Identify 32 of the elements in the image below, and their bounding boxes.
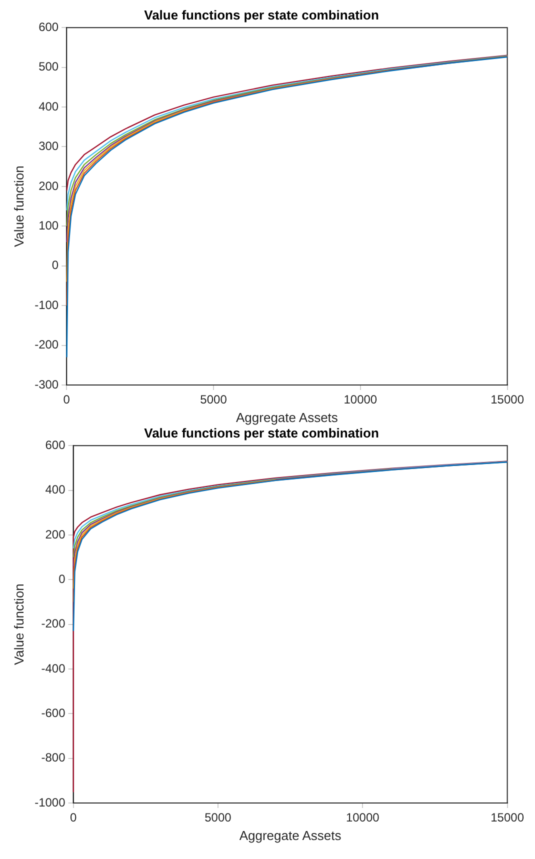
y-tick-label: 600 [38,20,59,34]
x-tick-label: 5000 [200,392,228,407]
y-tick-label: 100 [38,218,59,232]
y-tick-label: 0 [58,572,66,586]
chart-title: Value functions per state combination [144,425,379,440]
y-tick-label: 400 [45,482,66,497]
y-tick-label: 200 [45,527,66,542]
y-tick-label: -100 [34,298,59,312]
x-tick-label: 10000 [344,392,378,407]
chart-title: Value functions per state combination [144,7,379,22]
y-tick-label: 200 [38,178,59,193]
y-tick-label: -400 [41,661,66,676]
y-tick-label: 400 [38,99,59,114]
y-tick-label: -600 [41,706,66,720]
x-tick-label: 5000 [204,810,232,825]
y-tick-label: 600 [45,438,66,452]
x-axis-title: Aggregate Assets [236,410,338,425]
y-axis-title: Value function [11,584,26,666]
y-tick-label: -200 [34,338,59,352]
y-tick-label: 300 [38,139,59,154]
y-tick-label: -300 [34,377,59,392]
x-axis-title: Aggregate Assets [239,828,342,843]
y-tick-label: 500 [38,60,59,74]
y-tick-label: -1000 [34,795,66,810]
x-tick-label: 0 [70,810,77,825]
x-tick-label: 15000 [490,392,524,407]
x-tick-label: 15000 [490,810,524,825]
y-axis-title: Value function [11,166,26,248]
x-tick-label: 10000 [346,810,380,825]
y-tick-label: -200 [41,616,66,631]
y-tick-label: -800 [41,750,66,765]
y-tick-label: 0 [52,258,59,272]
